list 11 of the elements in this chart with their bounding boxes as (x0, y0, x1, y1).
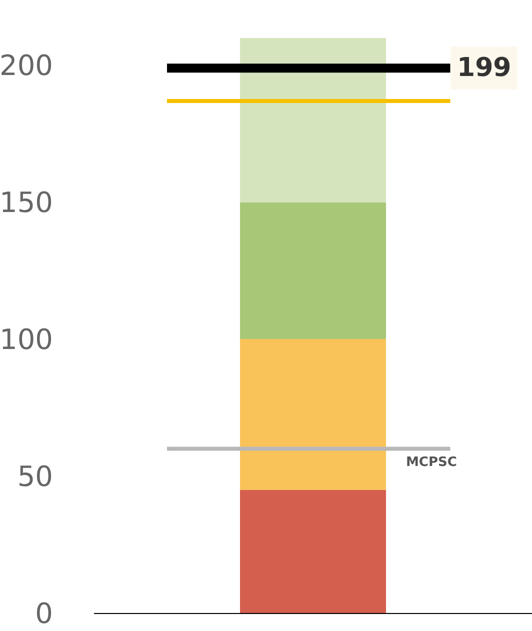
y-tick-label: 150 (0, 186, 53, 220)
ref-line-label: MCPSC (406, 455, 457, 470)
y-tick-label: 0 (35, 596, 53, 630)
ref-line-label: 199 (457, 53, 512, 83)
bar (240, 490, 386, 613)
bar (240, 202, 386, 340)
y-tick-label: 200 (0, 49, 53, 82)
bar (240, 339, 386, 490)
y-tick-label: 100 (0, 322, 53, 356)
bar (240, 38, 386, 202)
y-tick-label: 50 (17, 460, 53, 493)
